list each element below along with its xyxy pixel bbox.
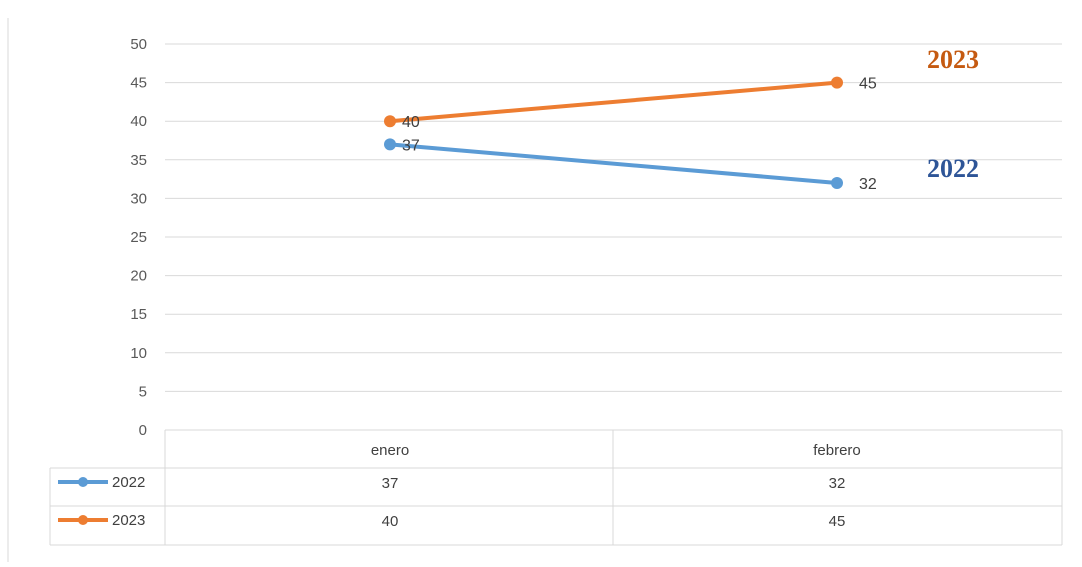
chart-top-mask xyxy=(10,0,1082,10)
table-cell-value: 37 xyxy=(382,475,399,492)
data-label: 40 xyxy=(402,114,420,131)
series-annotations: 2023 2022 xyxy=(927,45,979,183)
y-tick-label: 5 xyxy=(139,383,147,400)
y-tick-label: 30 xyxy=(130,190,147,207)
series-annotation: 2023 xyxy=(927,45,979,74)
table-cell-value: 40 xyxy=(382,513,399,530)
data-point xyxy=(831,176,843,189)
data-labels: 37 32 40 45 xyxy=(402,76,877,193)
data-point xyxy=(384,138,396,151)
data-point xyxy=(384,115,396,128)
legend-key-marker xyxy=(78,477,88,487)
series-line xyxy=(388,80,839,124)
category-label: enero xyxy=(371,442,409,459)
table-cell-value: 45 xyxy=(829,513,846,530)
series-line xyxy=(388,142,839,185)
y-axis-ticks: 0 5 10 15 20 25 30 35 40 45 50 xyxy=(130,36,147,439)
series-lines xyxy=(384,76,843,189)
y-tick-label: 25 xyxy=(130,229,147,246)
y-tick-label: 10 xyxy=(130,345,147,362)
y-tick-label: 40 xyxy=(130,113,147,130)
legend-key-marker xyxy=(78,515,88,525)
y-tick-label: 35 xyxy=(130,152,147,169)
data-table: enero febrero 2022 37 32 2023 40 45 xyxy=(49,429,1063,546)
legend-entry: 2022 xyxy=(112,474,145,491)
series-annotation: 2022 xyxy=(927,154,979,183)
y-tick-label: 20 xyxy=(130,268,147,285)
legend-entry: 2023 xyxy=(112,512,145,529)
data-label: 32 xyxy=(859,176,877,193)
y-tick-label: 50 xyxy=(130,36,147,53)
category-label: febrero xyxy=(813,442,861,459)
data-label: 45 xyxy=(859,76,877,93)
data-point xyxy=(831,76,843,89)
gridlines xyxy=(165,43,1062,392)
y-tick-label: 0 xyxy=(139,422,147,439)
data-label: 37 xyxy=(402,137,420,154)
y-tick-label: 45 xyxy=(130,75,147,92)
table-cell-value: 32 xyxy=(829,475,846,492)
y-tick-label: 15 xyxy=(130,306,147,323)
